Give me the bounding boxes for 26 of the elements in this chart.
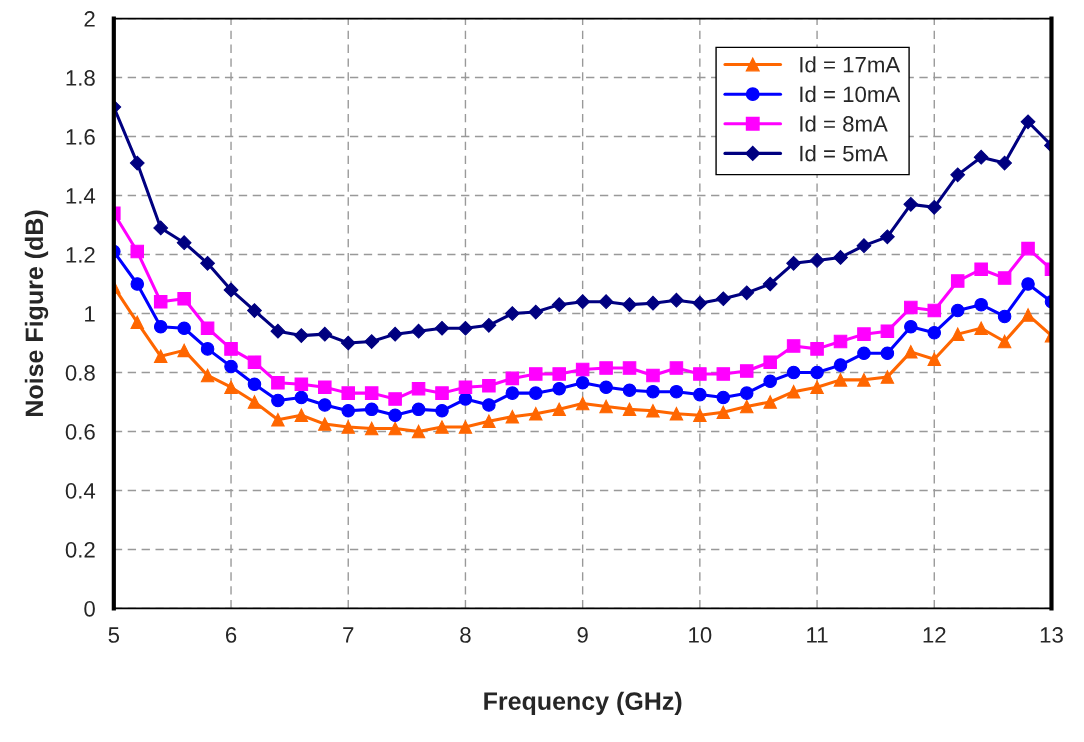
legend-label: Id = 8mA <box>800 115 888 132</box>
y-tick-label: 0.4 <box>65 483 96 499</box>
x-tick-label: 9 <box>577 627 588 643</box>
y-tick-label: 1.4 <box>66 188 96 204</box>
y-tick-label: 1 <box>85 306 95 322</box>
x-tick-label: 8 <box>460 627 471 643</box>
y-tick-label: 1.8 <box>66 70 95 86</box>
y-tick-label: 0 <box>84 600 95 617</box>
x-tick-label: 7 <box>343 627 354 643</box>
y-tick-label: 0.8 <box>65 365 95 381</box>
legend-label: Id = 5mA <box>800 145 888 162</box>
y-tick-label: 2 <box>84 11 95 27</box>
x-tick-label: 12 <box>923 627 946 643</box>
y-tick-label: 0.6 <box>65 424 95 440</box>
x-tick-label: 6 <box>225 627 237 643</box>
legend-label: Id = 10mA <box>800 85 901 103</box>
x-tick-label: 10 <box>689 627 712 643</box>
legend-label: Id = 17mA <box>800 56 901 73</box>
y-tick-label: 1.2 <box>66 247 95 263</box>
x-tick-label: 11 <box>807 627 828 643</box>
x-axis-title: Frequency (GHz) <box>484 691 682 715</box>
y-tick-label: 0.2 <box>65 541 95 558</box>
y-axis-title: Noise Figure (dB) <box>24 210 49 416</box>
x-tick-label: 5 <box>108 627 120 643</box>
y-tick-label: 1.6 <box>66 129 95 145</box>
x-tick-label: 13 <box>1040 627 1063 643</box>
